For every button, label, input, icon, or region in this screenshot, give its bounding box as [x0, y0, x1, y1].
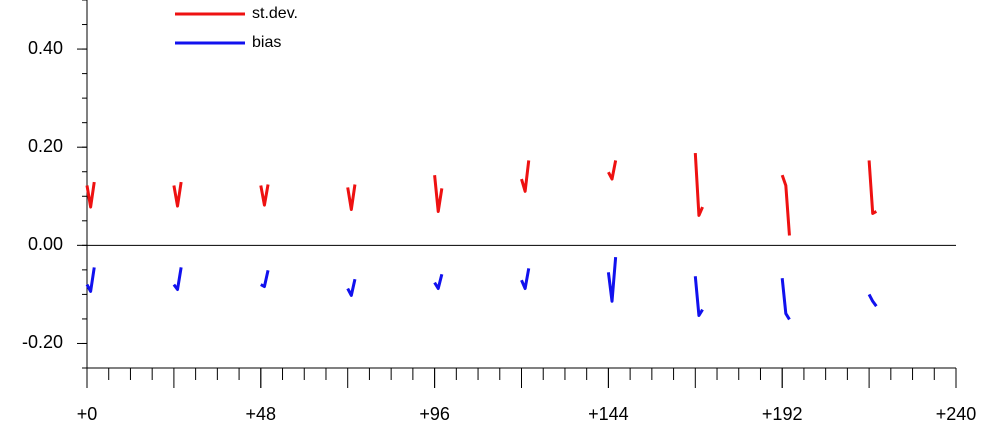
x-tick-label: +48	[246, 404, 277, 423]
x-tick-label: +240	[936, 404, 977, 423]
y-tick-label: -0.20	[22, 332, 63, 352]
x-tick-label: +192	[762, 404, 803, 423]
data-line	[85, 153, 878, 236]
y-tick-label: 0.20	[28, 136, 63, 156]
x-tick-label: +144	[588, 404, 629, 423]
y-tick-label: 0.00	[28, 234, 63, 254]
x-tick-label: +0	[77, 404, 98, 423]
data-line	[85, 256, 878, 321]
legend-label: st.dev.	[252, 5, 298, 22]
x-tick-label: +96	[419, 404, 450, 423]
legend-label: bias	[252, 34, 281, 51]
y-tick-label: 0.40	[28, 38, 63, 58]
